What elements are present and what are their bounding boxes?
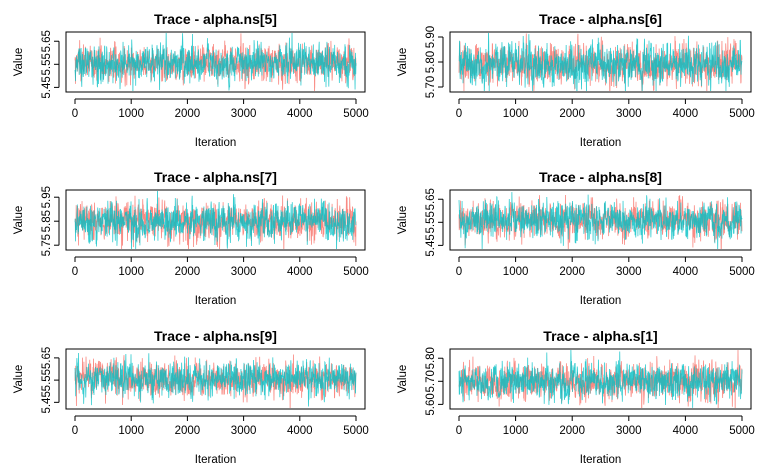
x-tick-label: 2000 bbox=[175, 266, 201, 278]
x-tick-label: 1000 bbox=[503, 108, 529, 120]
y-axis-label: Value bbox=[13, 365, 25, 394]
x-tick-label: 2000 bbox=[175, 425, 201, 437]
trace-line-chain-2 bbox=[74, 352, 357, 407]
x-tick-label: 2000 bbox=[175, 108, 201, 120]
y-tick-label: 5.75 bbox=[41, 234, 53, 256]
x-tick-label: 0 bbox=[456, 108, 462, 120]
x-tick-label: 3000 bbox=[231, 108, 257, 120]
y-tick-label: 5.65 bbox=[425, 188, 437, 210]
x-tick-label: 4000 bbox=[673, 108, 699, 120]
panel-title: Trace - alpha.s[1] bbox=[543, 328, 657, 344]
y-tick-label: 5.80 bbox=[425, 347, 437, 369]
y-axis-label: Value bbox=[13, 48, 25, 77]
x-tick-label: 3000 bbox=[231, 266, 257, 278]
y-tick-label: 5.60 bbox=[425, 393, 437, 415]
panel-title: Trace - alpha.ns[5] bbox=[154, 11, 277, 27]
trace-panel-1: Trace - alpha.ns[5] 0 1000 2000 3000 4000 5000… bbox=[13, 11, 369, 149]
x-tick-label: 5000 bbox=[729, 108, 755, 120]
y-tick-label: 5.65 bbox=[41, 347, 53, 369]
y-tick-label: 5.70 bbox=[425, 370, 437, 392]
y-axis-label: Value bbox=[397, 365, 409, 394]
panel-title: Trace - alpha.ns[6] bbox=[539, 11, 662, 27]
y-tick-label: 5.55 bbox=[41, 53, 53, 75]
x-tick-label: 3000 bbox=[616, 108, 642, 120]
x-tick-label: 1000 bbox=[118, 425, 144, 437]
plot-frame bbox=[449, 189, 752, 251]
y-tick-label: 5.85 bbox=[41, 210, 53, 232]
trace-line-chain-2 bbox=[458, 33, 743, 91]
plot-frame bbox=[449, 31, 752, 93]
panel-title: Trace - alpha.ns[7] bbox=[154, 169, 277, 185]
x-tick-label: 3000 bbox=[616, 266, 642, 278]
y-axis-label: Value bbox=[397, 206, 409, 235]
x-tick-label: 3000 bbox=[616, 425, 642, 437]
x-tick-label: 0 bbox=[72, 425, 78, 437]
x-axis-label: Iteration bbox=[195, 454, 237, 466]
x-tick-label: 5000 bbox=[343, 266, 369, 278]
y-tick-label: 5.90 bbox=[425, 26, 437, 48]
trace-panel-5: Trace - alpha.ns[9] 0 1000 2000 3000 4000 5000… bbox=[13, 328, 369, 466]
trace-line-chain-2 bbox=[458, 350, 743, 408]
x-tick-label: 1000 bbox=[118, 266, 144, 278]
x-tick-label: 3000 bbox=[231, 425, 257, 437]
y-tick-label: 5.70 bbox=[425, 76, 437, 98]
x-axis-label: Iteration bbox=[195, 137, 237, 149]
x-tick-label: 1000 bbox=[118, 108, 144, 120]
y-axis-label: Value bbox=[13, 206, 25, 235]
x-tick-label: 4000 bbox=[673, 425, 699, 437]
x-tick-label: 2000 bbox=[559, 108, 585, 120]
y-tick-label: 5.65 bbox=[41, 30, 53, 52]
plot-frame bbox=[65, 348, 366, 410]
y-tick-label: 5.55 bbox=[41, 369, 53, 391]
y-tick-label: 5.55 bbox=[425, 211, 437, 233]
trace-line-chain-2 bbox=[74, 33, 357, 91]
y-axis-label: Value bbox=[397, 48, 409, 77]
x-tick-label: 4000 bbox=[287, 108, 313, 120]
x-axis-label: Iteration bbox=[580, 295, 622, 307]
x-tick-label: 0 bbox=[456, 425, 462, 437]
x-tick-label: 2000 bbox=[559, 266, 585, 278]
x-tick-label: 4000 bbox=[673, 266, 699, 278]
x-axis-label: Iteration bbox=[195, 295, 237, 307]
trace-line-chain-2 bbox=[458, 192, 743, 249]
x-tick-label: 5000 bbox=[729, 266, 755, 278]
trace-line-chain-2 bbox=[74, 191, 357, 249]
y-tick-label: 5.95 bbox=[41, 186, 53, 208]
x-tick-label: 4000 bbox=[287, 266, 313, 278]
trace-panel-6: Trace - alpha.s[1] 0 1000 2000 3000 4000 5000 I… bbox=[397, 328, 755, 466]
x-tick-label: 1000 bbox=[503, 425, 529, 437]
x-tick-label: 0 bbox=[456, 266, 462, 278]
panel-title: Trace - alpha.ns[9] bbox=[154, 328, 277, 344]
x-tick-label: 5000 bbox=[343, 108, 369, 120]
x-tick-label: 4000 bbox=[287, 425, 313, 437]
x-tick-label: 5000 bbox=[343, 425, 369, 437]
x-axis-label: Iteration bbox=[580, 137, 622, 149]
x-tick-label: 0 bbox=[72, 108, 78, 120]
x-axis-label: Iteration bbox=[580, 454, 622, 466]
y-tick-label: 5.80 bbox=[425, 51, 437, 73]
x-tick-label: 1000 bbox=[503, 266, 529, 278]
plot-frame bbox=[65, 189, 366, 251]
trace-panel-4: Trace - alpha.ns[8] 0 1000 2000 3000 4000 5000… bbox=[397, 169, 755, 307]
y-tick-label: 5.45 bbox=[425, 234, 437, 256]
trace-panel-2: Trace - alpha.ns[6] 0 1000 2000 3000 4000 5000… bbox=[397, 11, 755, 149]
panel-title: Trace - alpha.ns[8] bbox=[539, 169, 662, 185]
x-tick-label: 2000 bbox=[559, 425, 585, 437]
x-tick-label: 5000 bbox=[729, 425, 755, 437]
x-tick-label: 0 bbox=[72, 266, 78, 278]
y-tick-label: 5.45 bbox=[41, 76, 53, 98]
trace-panel-3: Trace - alpha.ns[7] 0 1000 2000 3000 4000 5000… bbox=[13, 169, 369, 307]
plot-frame bbox=[65, 31, 366, 93]
plot-frame bbox=[449, 348, 752, 410]
y-tick-label: 5.45 bbox=[41, 391, 53, 413]
